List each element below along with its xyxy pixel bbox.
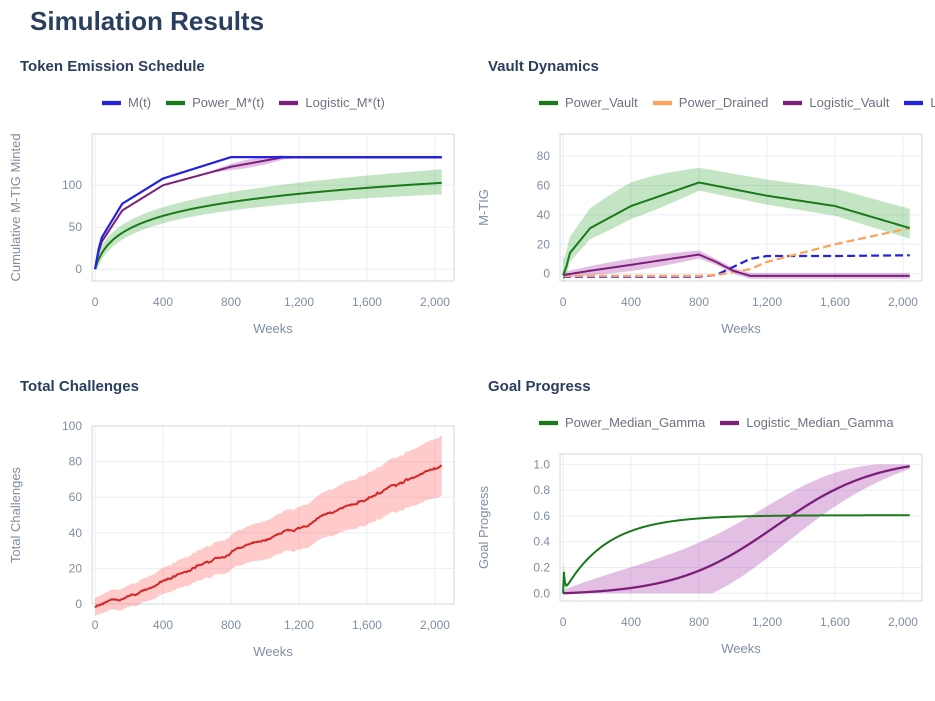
- svg-text:0: 0: [543, 267, 550, 281]
- svg-text:1,200: 1,200: [752, 295, 782, 309]
- svg-text:20: 20: [537, 237, 551, 251]
- svg-text:2,000: 2,000: [888, 295, 918, 309]
- svg-text:0: 0: [560, 615, 567, 629]
- svg-text:0: 0: [92, 295, 99, 309]
- svg-text:40: 40: [69, 526, 83, 540]
- svg-text:0.4: 0.4: [533, 535, 550, 549]
- svg-text:2,000: 2,000: [420, 295, 450, 309]
- svg-text:1,600: 1,600: [352, 618, 382, 632]
- svg-text:400: 400: [621, 295, 641, 309]
- svg-text:0: 0: [75, 262, 82, 276]
- svg-text:80: 80: [537, 149, 551, 163]
- svg-text:800: 800: [689, 615, 709, 629]
- svg-text:20: 20: [69, 561, 83, 575]
- svg-text:50: 50: [69, 220, 83, 234]
- svg-text:Weeks: Weeks: [253, 644, 293, 659]
- svg-text:0: 0: [92, 618, 99, 632]
- svg-text:1,600: 1,600: [820, 295, 850, 309]
- svg-text:100: 100: [62, 178, 82, 192]
- svg-text:1,200: 1,200: [284, 618, 314, 632]
- svg-text:1,200: 1,200: [752, 615, 782, 629]
- svg-text:800: 800: [689, 295, 709, 309]
- svg-text:100: 100: [62, 419, 82, 433]
- svg-text:400: 400: [153, 618, 173, 632]
- svg-text:Weeks: Weeks: [721, 641, 761, 656]
- svg-text:Weeks: Weeks: [253, 321, 293, 336]
- svg-text:0.6: 0.6: [533, 509, 550, 523]
- svg-text:1,600: 1,600: [820, 615, 850, 629]
- svg-text:0: 0: [560, 295, 567, 309]
- svg-text:800: 800: [221, 618, 241, 632]
- svg-text:Weeks: Weeks: [721, 321, 761, 336]
- svg-text:Cumulative M-TIG Minted: Cumulative M-TIG Minted: [8, 133, 23, 281]
- svg-text:Total Challenges: Total Challenges: [8, 466, 23, 563]
- svg-text:0: 0: [75, 597, 82, 611]
- svg-text:0.8: 0.8: [533, 483, 550, 497]
- svg-text:1.0: 1.0: [533, 457, 550, 471]
- svg-text:800: 800: [221, 295, 241, 309]
- svg-text:80: 80: [69, 455, 83, 469]
- svg-text:M-TIG: M-TIG: [476, 189, 491, 226]
- svg-text:60: 60: [69, 490, 83, 504]
- svg-text:2,000: 2,000: [420, 618, 450, 632]
- svg-text:1,600: 1,600: [352, 295, 382, 309]
- svg-text:Goal Progress: Goal Progress: [476, 485, 491, 569]
- svg-text:400: 400: [153, 295, 173, 309]
- svg-text:40: 40: [537, 208, 551, 222]
- svg-text:400: 400: [621, 615, 641, 629]
- svg-text:60: 60: [537, 178, 551, 192]
- svg-text:2,000: 2,000: [888, 615, 918, 629]
- svg-text:0.0: 0.0: [533, 586, 550, 600]
- svg-text:0.2: 0.2: [533, 560, 550, 574]
- svg-text:1,200: 1,200: [284, 295, 314, 309]
